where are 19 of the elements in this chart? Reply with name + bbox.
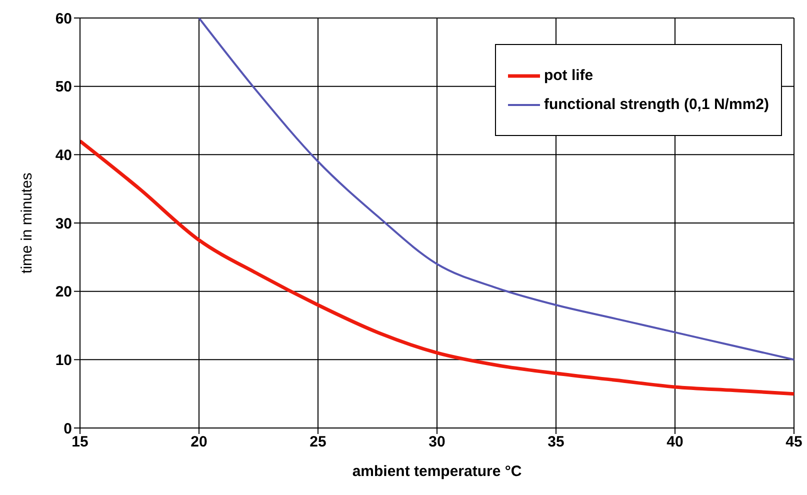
x-tick-label: 40 — [666, 434, 684, 451]
x-tick-label: 15 — [72, 434, 88, 451]
y-tick-label: 0 — [64, 420, 72, 438]
y-tick-label: 40 — [55, 146, 72, 164]
legend-label: pot life — [544, 67, 594, 84]
y-tick-label: 10 — [55, 352, 72, 369]
x-axis-title: ambient temperature °C — [352, 463, 522, 480]
x-tick-label: 35 — [548, 434, 564, 451]
x-tick-label: 45 — [786, 434, 802, 451]
y-tick-label: 30 — [55, 215, 72, 232]
x-tick-label: 20 — [190, 434, 208, 451]
x-tick-label: 30 — [428, 434, 446, 451]
y-axis-title: time in minutes — [18, 172, 36, 274]
x-tick-label: 25 — [310, 434, 326, 451]
y-tick-label: 50 — [55, 78, 72, 96]
legend-label: functional strength (0,1 N/mm2) — [544, 96, 769, 113]
y-tick-label: 20 — [55, 284, 72, 301]
line-series — [198, 18, 794, 361]
y-tick-label: 60 — [55, 10, 72, 28]
